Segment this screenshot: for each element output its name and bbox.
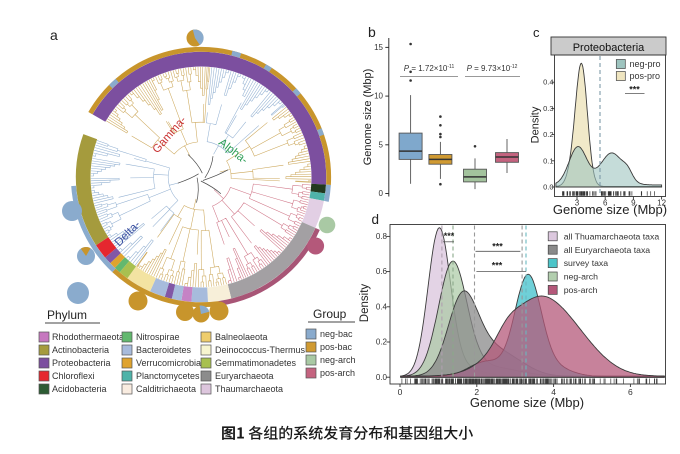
svg-text:Balneolaeota: Balneolaeota [215,332,268,342]
svg-text:Proteobacteria: Proteobacteria [573,42,645,54]
svg-text:0.4: 0.4 [376,302,388,311]
svg-text:10: 10 [374,92,383,101]
svg-text:Gemmatimonadetes: Gemmatimonadetes [215,358,297,368]
svg-text:Proteobacteria: Proteobacteria [52,358,111,368]
svg-text:Nitrospirae: Nitrospirae [136,332,180,342]
svg-text:neg-bac: neg-bac [320,329,353,339]
svg-text:Bacteroidetes: Bacteroidetes [136,345,192,355]
svg-text:Chloroflexi: Chloroflexi [52,371,95,381]
svg-text:0.6: 0.6 [376,267,388,276]
svg-text:c: c [533,25,540,40]
svg-text:survey taxa: survey taxa [564,258,609,268]
svg-text:all Thuamarchaeota taxa: all Thuamarchaeota taxa [564,231,660,241]
svg-text:pos-arch: pos-arch [564,285,598,295]
svg-text:6: 6 [628,387,633,397]
svg-text:9: 9 [631,199,636,208]
svg-text:15: 15 [374,43,383,52]
svg-text:Actinobacteria: Actinobacteria [52,345,109,355]
svg-text:Density: Density [359,284,371,323]
svg-text:neg-arch: neg-arch [320,355,356,365]
svg-text:0.0: 0.0 [543,183,553,192]
svg-text:4: 4 [551,387,556,397]
svg-text:***: *** [492,242,503,252]
svg-text:Phylum: Phylum [47,308,87,322]
svg-text:0.3: 0.3 [543,104,553,113]
svg-text:Planctomycetes: Planctomycetes [136,371,200,381]
svg-text:0.4: 0.4 [543,78,553,87]
svg-text:pos-pro: pos-pro [630,71,661,81]
svg-text:Genome size (Mbp): Genome size (Mbp) [470,395,584,410]
svg-text:0.0: 0.0 [376,373,388,382]
svg-text:***: *** [444,231,455,241]
svg-text:Deinococcus-Thermus: Deinococcus-Thermus [215,345,306,355]
svg-text:Euryarchaeota: Euryarchaeota [215,371,274,381]
svg-text:***: *** [629,85,640,95]
svg-text:d: d [372,212,380,227]
svg-text:Verrucomicrobia: Verrucomicrobia [136,358,201,368]
svg-text:Genome size (Mbp): Genome size (Mbp) [362,69,374,166]
svg-text:0.2: 0.2 [543,130,553,139]
svg-text:0.8: 0.8 [376,232,388,241]
svg-text:Acidobacteria: Acidobacteria [52,384,107,394]
svg-text:6: 6 [603,199,608,208]
svg-text:Group: Group [313,307,347,321]
svg-text:b: b [368,24,376,40]
svg-text:Density: Density [530,106,542,143]
svg-text:12: 12 [657,199,666,208]
svg-text:pos-bac: pos-bac [320,342,353,352]
svg-text:Thaumarchaeota: Thaumarchaeota [215,384,283,394]
svg-text:neg-arch: neg-arch [564,272,598,282]
svg-text:3: 3 [575,199,580,208]
svg-text:Rhodothermaeota: Rhodothermaeota [52,332,124,342]
svg-text:0.1: 0.1 [543,156,553,165]
svg-text:P = 9.73×10-12: P = 9.73×10-12 [467,64,518,73]
svg-text:0: 0 [398,387,403,397]
svg-text:0: 0 [379,189,384,198]
svg-text:a: a [50,27,58,43]
svg-text:pos-arch: pos-arch [320,368,355,378]
svg-text:all Euryarchaeota taxa: all Euryarchaeota taxa [564,245,651,255]
svg-text:Calditrichaeota: Calditrichaeota [136,384,196,394]
svg-text:***: *** [492,261,503,271]
svg-text:2: 2 [474,387,479,397]
svg-text:neg-pro: neg-pro [630,59,661,69]
svg-text:P = 1.72×10-11: P = 1.72×10-11 [404,64,455,73]
svg-text:5: 5 [379,140,384,149]
svg-text:Genome size (Mbp): Genome size (Mbp) [553,202,667,217]
svg-text:0.2: 0.2 [376,338,388,347]
